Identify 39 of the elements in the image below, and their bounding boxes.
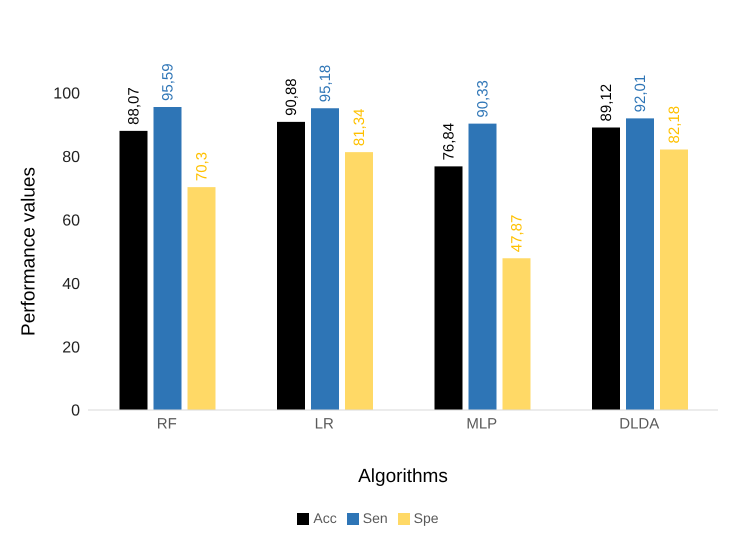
y-tick-label: 100 xyxy=(53,86,80,103)
x-tick-label: MLP xyxy=(466,416,498,433)
bar xyxy=(277,122,305,410)
data-label: 90,88 xyxy=(283,78,300,116)
bar xyxy=(154,106,182,410)
x-tick-label: LR xyxy=(314,416,334,433)
y-axis-title: Performance values xyxy=(18,167,40,336)
bar xyxy=(468,124,496,410)
y-tick-label: 0 xyxy=(71,402,80,420)
data-label: 81,34 xyxy=(351,108,368,146)
data-label: 70,3 xyxy=(194,152,210,182)
bar xyxy=(660,149,688,410)
legend-label: Sen xyxy=(362,510,388,526)
bar xyxy=(120,130,148,410)
bar xyxy=(188,187,216,410)
data-label: 92,01 xyxy=(632,74,649,112)
legend-label: Spe xyxy=(414,510,439,526)
legend-label: Acc xyxy=(313,510,337,526)
data-label: 82,18 xyxy=(666,106,683,144)
bar xyxy=(434,166,462,410)
x-axis-title: Algorithms xyxy=(358,466,448,487)
data-label: 88,07 xyxy=(126,87,142,125)
data-label: 90,33 xyxy=(474,80,492,118)
data-label: 95,59 xyxy=(160,63,176,101)
data-label: 95,18 xyxy=(317,64,334,102)
bar xyxy=(502,258,530,410)
y-tick-label: 80 xyxy=(62,149,80,166)
data-label: 89,12 xyxy=(598,84,615,122)
data-label: 76,84 xyxy=(440,122,458,160)
bar xyxy=(345,152,373,410)
bar xyxy=(311,108,339,410)
y-tick-label: 20 xyxy=(62,339,80,356)
x-tick-label: RF xyxy=(156,416,177,433)
data-label: 47,87 xyxy=(508,214,526,252)
y-tick-label: 40 xyxy=(62,276,80,293)
bar xyxy=(592,127,620,410)
y-tick-label: 60 xyxy=(62,212,80,230)
bar xyxy=(626,118,654,410)
x-tick-label: DLDA xyxy=(619,416,660,433)
